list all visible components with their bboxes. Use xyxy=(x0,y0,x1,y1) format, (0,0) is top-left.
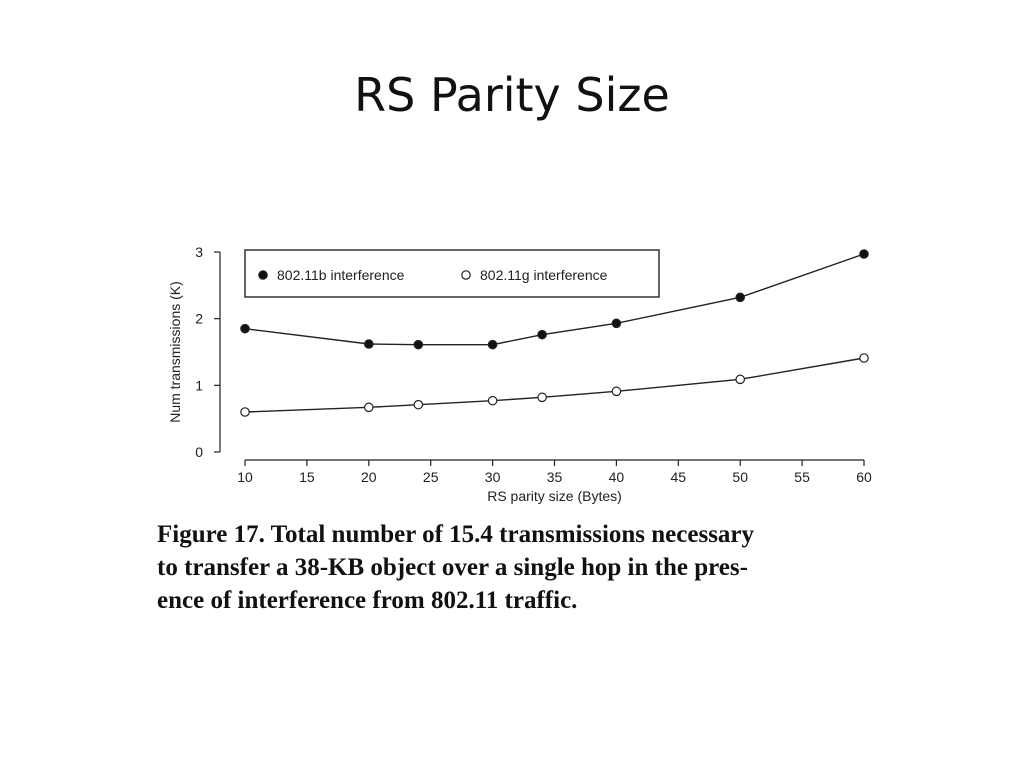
data-point xyxy=(487,339,498,350)
x-tick-label: 60 xyxy=(856,469,872,485)
x-tick-label: 30 xyxy=(485,469,501,485)
y-tick-label: 0 xyxy=(195,444,203,460)
x-tick-label: 40 xyxy=(609,469,625,485)
data-point xyxy=(611,386,622,397)
data-point xyxy=(735,374,745,385)
figure-caption: Figure 17. Total number of 15.4 transmis… xyxy=(157,518,897,617)
x-tick-label: 35 xyxy=(547,469,563,485)
legend-box xyxy=(244,249,660,298)
caption-line: Figure 17. Total number of 15.4 transmis… xyxy=(157,521,755,548)
data-point xyxy=(240,407,250,417)
caption-line: to transfer a 38-KB object over a single… xyxy=(157,554,748,581)
data-point xyxy=(537,329,547,340)
line-chart: 10 15 20 25 30 35 40 45 50 55 60 0 1 2 3 RS parity size… xyxy=(167,244,872,504)
data-point xyxy=(413,399,424,410)
y-tick-label: 1 xyxy=(195,377,203,393)
legend-label: 802.11g interference xyxy=(480,267,608,283)
x-tick-label: 20 xyxy=(361,469,377,485)
data-point xyxy=(413,339,424,350)
data-point xyxy=(611,318,622,329)
legend-label: 802.11b interference xyxy=(277,267,405,283)
data-point xyxy=(487,395,498,406)
legend-marker xyxy=(258,270,268,280)
x-tick-label: 55 xyxy=(794,469,810,485)
series-2 xyxy=(240,353,869,417)
x-tick-label: 25 xyxy=(423,469,439,485)
data-point xyxy=(364,402,374,413)
x-tick-label: 50 xyxy=(732,469,748,485)
series-line xyxy=(244,253,865,346)
y-tick-label: 2 xyxy=(195,311,203,327)
data-point xyxy=(735,292,745,303)
caption-line: ence of interference from 802.11 traffic… xyxy=(157,587,578,614)
x-tick-label: 45 xyxy=(671,469,687,485)
slide-title: RS Parity Size xyxy=(354,68,670,122)
data-point xyxy=(240,323,250,334)
y-tick-label: 3 xyxy=(195,244,203,260)
series-1 xyxy=(240,249,869,350)
y-axis-label: Num transmissions (K) xyxy=(167,281,183,423)
x-tick-label: 10 xyxy=(237,469,253,485)
data-point xyxy=(537,392,547,403)
series-line xyxy=(244,357,865,413)
x-axis-label: RS parity size (Bytes) xyxy=(487,488,622,504)
data-point xyxy=(859,353,869,363)
data-point xyxy=(859,249,869,259)
data-point xyxy=(364,339,374,349)
legend-marker xyxy=(461,270,471,280)
x-tick-label: 15 xyxy=(299,469,315,485)
